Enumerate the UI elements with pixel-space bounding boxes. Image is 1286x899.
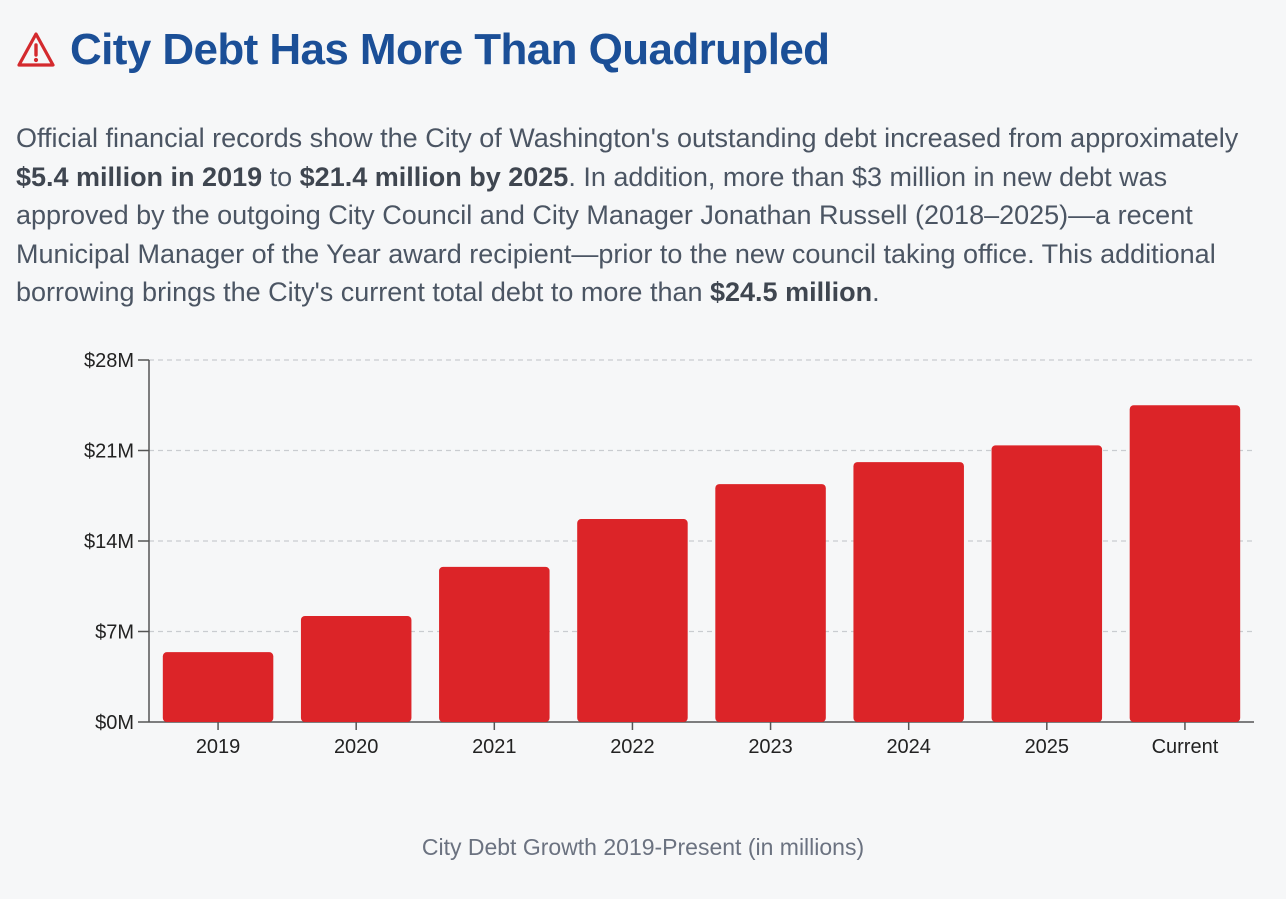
intro-highlight-current: $24.5 million [710,277,873,307]
intro-highlight-2025: $21.4 million by 2025 [299,161,569,192]
bar-2022 [577,519,688,722]
x-tick-label: 2020 [334,736,379,758]
bar-2019 [162,652,274,722]
x-tick-label: 2021 [472,736,517,758]
x-tick-label: Current [1152,736,1219,758]
intro-text: to [262,161,300,192]
y-tick-label: $7M [95,622,134,644]
bar-current [1129,405,1241,722]
intro-text: . [872,277,880,307]
chart-caption: City Debt Growth 2019-Present (in millio… [421,834,865,860]
intro-highlight-2019: $5.4 million in 2019 [16,161,263,192]
x-tick-label: 2025 [1025,736,1070,758]
y-tick-label: $14M [84,531,134,553]
x-tick-label: 2022 [610,736,655,758]
bar-2024 [853,462,964,722]
intro-paragraph: Official financial records show the City… [16,119,1261,312]
y-tick-label: $21M [84,441,134,463]
page-header: City Debt Has More Than Quadrupled [16,24,830,76]
intro-text: Official financial records show the City… [16,123,1239,153]
bar-2025 [991,445,1103,722]
intro-text: . In addition, more than $3 million in n… [16,161,1216,308]
x-tick-label: 2023 [748,736,793,758]
x-tick-label: 2019 [196,736,241,758]
x-tick-label: 2024 [886,736,931,758]
debt-bar-chart: $0M $7M $14M $21M $28M 2019 2020 2021 2022 2023 20… [84,350,1254,758]
page-title: City Debt Has More Than Quadrupled [70,25,830,74]
y-tick-label: $0M [95,712,134,734]
bar-2023 [715,484,826,722]
y-tick-label: $28M [84,350,134,372]
warning-triangle-icon [16,30,56,70]
bar-2020 [300,615,412,722]
bar-2021 [439,566,550,722]
